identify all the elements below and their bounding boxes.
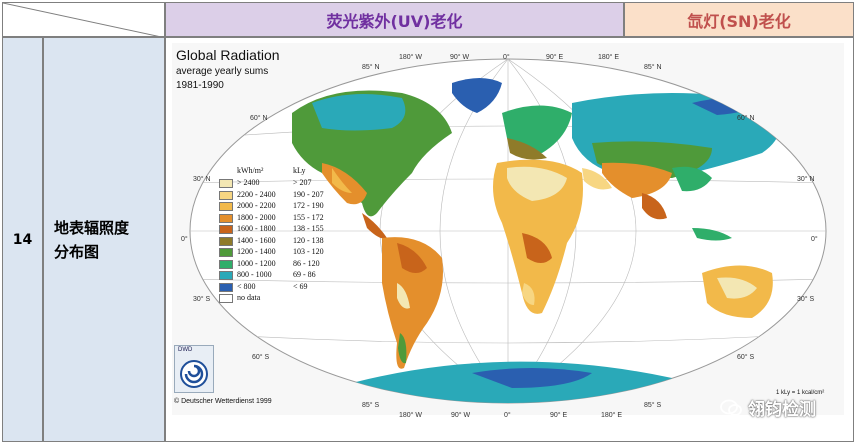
legend-swatch xyxy=(219,271,233,280)
lon-top-label: 180° E xyxy=(598,54,620,61)
legend-swatch xyxy=(219,202,233,211)
legend-row: no data xyxy=(219,293,329,304)
map-copyright: © Deutscher Wetterdienst 1999 xyxy=(174,398,272,405)
header-corner-cell xyxy=(2,2,166,38)
legend-row: 1400 - 1600 120 - 138 xyxy=(219,236,329,247)
legend-row: 1600 - 1800 138 - 155 xyxy=(219,224,329,235)
wechat-icon xyxy=(720,399,742,416)
lat-left-label: 85° S xyxy=(362,402,380,409)
unit-conversion-note: 1 kLy = 1 kcal/cm² xyxy=(776,390,825,396)
lat-left-label: 30° S xyxy=(193,296,211,303)
lat-right-label: 30° S xyxy=(797,296,815,303)
legend-swatch xyxy=(219,225,233,234)
legend-kwh-value: > 2400 xyxy=(237,178,260,187)
lon-bottom-label: 90° E xyxy=(550,412,568,419)
legend-kly-value: 86 - 120 xyxy=(293,258,320,268)
lat-right-label: 0° xyxy=(811,236,818,243)
lat-left-label: 30° N xyxy=(193,176,211,183)
watermark-text: 翎钧检测 xyxy=(748,400,816,420)
row-label-line2: 分布图 xyxy=(54,242,100,261)
legend-swatch xyxy=(219,179,233,188)
dwd-logo-text: DWD xyxy=(178,347,193,353)
legend-row: 1800 - 2000 155 - 172 xyxy=(219,213,329,224)
legend-kly-value: 69 - 86 xyxy=(293,270,316,279)
row-label-line1: 地表辐照度 xyxy=(54,218,130,237)
legend-kwh-value: no data xyxy=(237,293,261,302)
lat-right-label: 30° N xyxy=(797,176,815,183)
legend-kly-value: > 207 xyxy=(293,178,312,187)
legend-swatch xyxy=(219,248,233,257)
lon-bottom-label: 0° xyxy=(504,412,511,419)
legend-swatch xyxy=(219,294,233,303)
legend-kly-value: 190 - 207 xyxy=(293,189,324,199)
lon-top-label: 90° E xyxy=(546,54,564,61)
global-radiation-map xyxy=(172,43,844,415)
lon-bottom-label: 180° W xyxy=(399,412,423,419)
legend-swatch xyxy=(219,259,233,269)
legend-kwh-value: 800 - 1000 xyxy=(237,270,272,279)
legend-swatch xyxy=(219,236,233,246)
lon-bottom-label: 180° E xyxy=(601,412,623,419)
legend-kly-value: 120 - 138 xyxy=(293,235,324,245)
lon-top-label: 0° xyxy=(503,54,510,61)
legend-row: 1200 - 1400 103 - 120 xyxy=(219,247,329,258)
legend-kly-value: 138 - 155 xyxy=(293,224,324,233)
legend-swatch xyxy=(219,213,233,223)
legend-kwh-value: 2000 - 2200 xyxy=(237,201,276,210)
row-number: 14 xyxy=(2,37,43,442)
row-label: 地表辐照度 分布图 xyxy=(43,37,165,442)
map-title: Global Radiation xyxy=(176,47,280,63)
diagonal-divider xyxy=(3,3,166,38)
legend-row: 1000 - 1200 86 - 120 xyxy=(219,259,329,270)
lat-right-label: 85° N xyxy=(644,64,662,71)
legend-kly-value: 103 - 120 xyxy=(293,247,324,256)
legend-kwh-value: 1000 - 1200 xyxy=(237,258,276,268)
legend-kwh-value: 1400 - 1600 xyxy=(237,235,276,245)
lat-left-label: 0° xyxy=(181,236,188,243)
dwd-logo xyxy=(174,345,214,393)
lon-bottom-label: 90° W xyxy=(451,412,471,419)
watermark: 翎钧检测 xyxy=(720,395,816,420)
map-years: 1981-1990 xyxy=(176,80,224,91)
lat-left-label: 85° N xyxy=(362,64,380,71)
lon-top-label: 90° W xyxy=(450,54,470,61)
legend-kly-value: < 69 xyxy=(293,281,308,291)
lat-right-label: 60° N xyxy=(737,115,755,122)
header-uv-aging: 荧光紫外(UV)老化 xyxy=(165,2,624,37)
lon-top-label: 180° W xyxy=(399,54,423,61)
legend-unit-kwh: kWh/m² xyxy=(237,166,264,175)
legend-row: > 2400 > 207 xyxy=(219,178,329,189)
legend-kly-value: 172 - 190 xyxy=(293,201,324,210)
legend-swatch xyxy=(219,190,233,200)
lat-right-label: 60° S xyxy=(737,354,755,361)
legend-kly-value: 155 - 172 xyxy=(293,212,324,222)
header-xenon-aging: 氙灯(SN)老化 xyxy=(624,2,854,37)
map-legend: kWh/m² kLy > 2400 > 207 2200 - 2400 190 - 2… xyxy=(219,166,329,306)
legend-row: 800 - 1000 69 - 86 xyxy=(219,270,329,281)
legend-row: < 800 < 69 xyxy=(219,282,329,293)
legend-row: 2000 - 2200 172 - 190 xyxy=(219,201,329,212)
lat-right-label: 85° S xyxy=(644,402,662,409)
legend-kwh-value: 1600 - 1800 xyxy=(237,224,276,233)
world-map-graphic xyxy=(189,58,827,404)
legend-kwh-value: 1800 - 2000 xyxy=(237,212,276,222)
legend-row: 2200 - 2400 190 - 207 xyxy=(219,190,329,201)
legend-kwh-value: 1200 - 1400 xyxy=(237,247,276,256)
legend-swatch xyxy=(219,282,233,292)
lat-left-label: 60° N xyxy=(250,115,268,122)
map-subtitle: average yearly sums xyxy=(176,66,269,77)
dwd-logo-icon xyxy=(180,360,208,388)
lat-left-label: 60° S xyxy=(252,354,270,361)
legend-unit-kly: kLy xyxy=(293,166,306,175)
legend-kwh-value: 2200 - 2400 xyxy=(237,189,276,199)
legend-kwh-value: < 800 xyxy=(237,281,256,291)
